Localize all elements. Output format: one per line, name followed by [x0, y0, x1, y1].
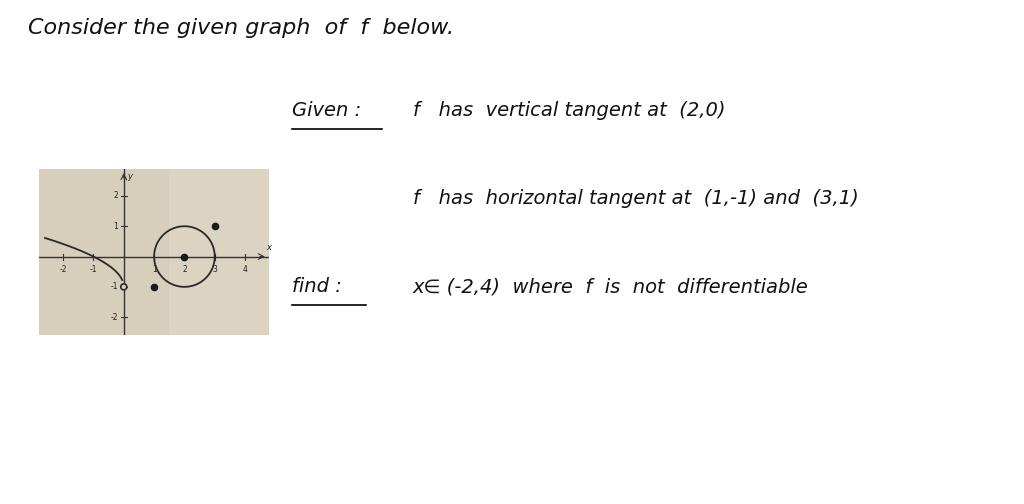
Text: x: x: [266, 243, 271, 252]
Text: -2: -2: [59, 265, 67, 274]
Polygon shape: [169, 169, 269, 335]
Text: x∈ (-2,4)  where  f  is  not  differentiable: x∈ (-2,4) where f is not differentiable: [413, 277, 808, 296]
Text: 1: 1: [114, 222, 119, 231]
Text: f   has  vertical tangent at  (2,0): f has vertical tangent at (2,0): [413, 101, 725, 120]
Text: 3: 3: [212, 265, 217, 274]
Text: -1: -1: [111, 282, 119, 291]
Text: 4: 4: [243, 265, 248, 274]
Text: 1: 1: [152, 265, 157, 274]
Text: -2: -2: [111, 312, 119, 322]
Text: -1: -1: [90, 265, 97, 274]
Text: find :: find :: [292, 277, 342, 296]
Text: Consider the given graph  of  f  below.: Consider the given graph of f below.: [28, 18, 454, 38]
Text: y: y: [127, 172, 132, 180]
Circle shape: [121, 284, 127, 290]
Text: f   has  horizontal tangent at  (1,-1) and  (3,1): f has horizontal tangent at (1,-1) and (…: [413, 189, 858, 208]
Text: Given :: Given :: [292, 101, 361, 120]
Text: 2: 2: [182, 265, 186, 274]
Polygon shape: [39, 169, 269, 335]
Text: 2: 2: [114, 192, 119, 201]
